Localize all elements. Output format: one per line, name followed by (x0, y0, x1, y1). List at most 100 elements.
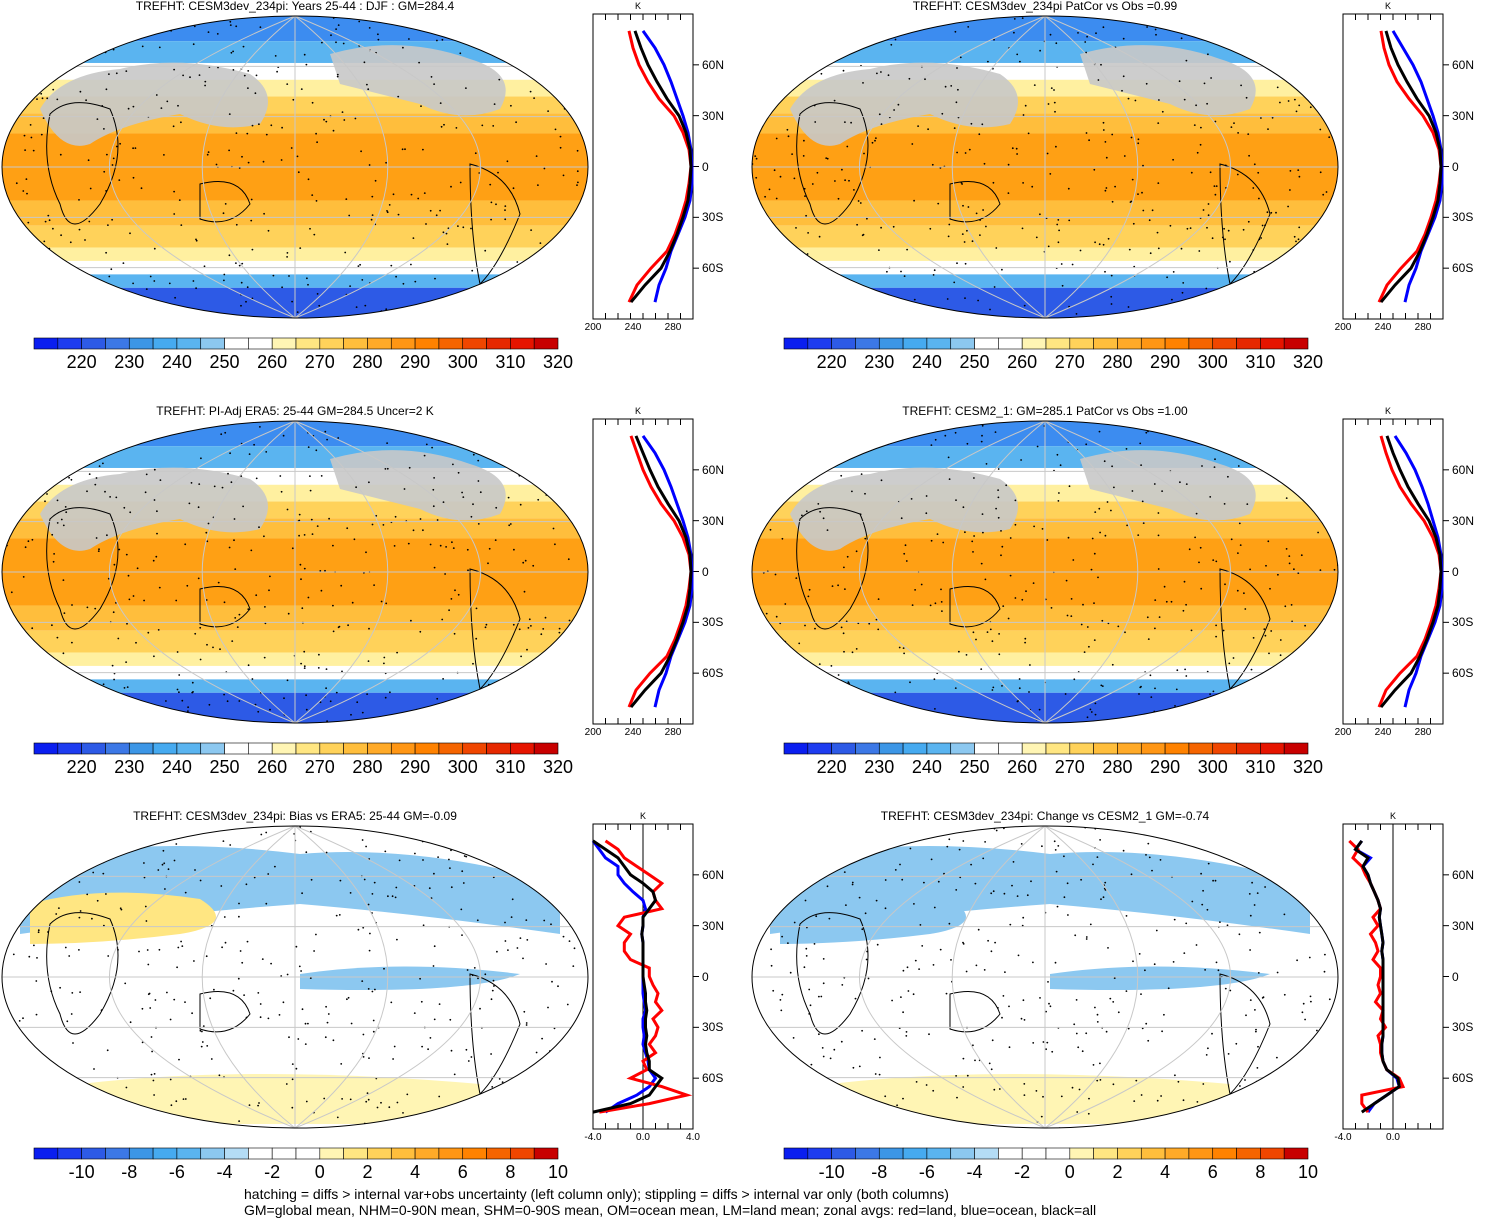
colorbar-label: 230 (864, 352, 895, 372)
map-border (751, 420, 1339, 724)
colorbar-label: 6 (457, 1162, 468, 1182)
coast-africa (796, 102, 869, 225)
colorbar-swatch (224, 742, 249, 755)
colorbar-swatch (438, 742, 464, 755)
colorbar-swatch (1164, 1147, 1190, 1160)
colorbar-label: 280 (352, 757, 383, 777)
colorbar-swatch (1093, 1147, 1118, 1160)
colorbar-swatch (902, 337, 928, 350)
colorbar-swatch (105, 1147, 130, 1160)
colorbar-label: 290 (1150, 757, 1181, 777)
zonal-mean-panel-2 (592, 418, 699, 725)
colorbar-swatch (1093, 742, 1118, 755)
land-north-america (330, 450, 506, 521)
colorbar-swatch (57, 337, 82, 350)
colorbar-1 (783, 337, 1309, 350)
graticule (2, 826, 588, 1128)
colorbar-label: -10 (68, 1162, 95, 1182)
graticule (2, 421, 588, 723)
colorbar-label: 220 (816, 757, 847, 777)
colorbar-swatch (950, 337, 975, 350)
coast-australia (199, 991, 251, 1033)
colorbar-swatch (1212, 1147, 1237, 1160)
lat-tick-label: 60N (1452, 867, 1475, 882)
colorbar-swatch (343, 742, 368, 755)
colorbar-swatch (1069, 742, 1094, 755)
colorbar-swatch (367, 742, 392, 755)
colorbar-swatch (295, 337, 321, 350)
colorbar-swatch (807, 742, 832, 755)
colorbar-swatch (533, 337, 559, 350)
colorbar-label: 230 (114, 757, 145, 777)
colorbar-label: 240 (911, 352, 942, 372)
coast-south-america (1219, 163, 1271, 286)
colorbar-swatch (1283, 1147, 1309, 1160)
colorbar-label: 290 (400, 352, 431, 372)
colorbar-label: 220 (66, 352, 97, 372)
anomaly-asia (30, 892, 216, 944)
colorbar-label: -6 (918, 1162, 935, 1182)
lat-tick-label: 60S (702, 666, 724, 681)
coast-australia (199, 181, 251, 223)
graticule (2, 16, 588, 318)
colorbar-swatch (57, 742, 82, 755)
colorbar-label: 310 (495, 757, 526, 777)
colorbar-label: 310 (1245, 352, 1276, 372)
colorbar-label: 0 (314, 1162, 325, 1182)
value-tick-label: 280 (1414, 322, 1432, 333)
colorbar-swatch (1140, 742, 1166, 755)
footnote-legend: GM=global mean, NHM=0-90N mean, SHM=0-90… (244, 1202, 1097, 1218)
colorbar-swatch (950, 742, 975, 755)
colorbar-label: -2 (264, 1162, 281, 1182)
colorbar-swatch (855, 742, 880, 755)
colorbar-swatch (176, 742, 202, 755)
coast-australia (949, 586, 1001, 628)
colorbar-swatch (224, 337, 249, 350)
panel-title-obs: TREFHT: PI-Adj ERA5: 25-44 GM=284.5 Unce… (156, 404, 434, 418)
colorbar-swatch (271, 1147, 297, 1160)
map-panel-2 (1, 420, 589, 724)
colorbar-swatch (1212, 337, 1237, 350)
coast-africa (796, 507, 869, 630)
colorbar-label: -4 (966, 1162, 983, 1182)
colorbar-swatch (105, 742, 130, 755)
colorbar-swatch (510, 337, 535, 350)
map-border (1, 15, 589, 319)
map-border (1, 825, 589, 1129)
colorbar-swatch (1164, 742, 1190, 755)
colorbar-label: 290 (400, 757, 431, 777)
lat-tick-label: 60S (702, 261, 724, 276)
colorbar-swatch (926, 337, 952, 350)
colorbar-label: 10 (547, 1162, 569, 1182)
map-panel-4 (1, 825, 589, 1129)
colorbar-label: 300 (1197, 352, 1228, 372)
value-tick-label: 200 (1334, 322, 1352, 333)
coast-africa (46, 912, 119, 1035)
coast-south-america (469, 568, 521, 691)
colorbar-label: 290 (1150, 352, 1181, 372)
colorbar-swatch (414, 742, 440, 755)
lat-tick-label: 0 (702, 564, 709, 579)
units-label: K (634, 406, 642, 416)
colorbar-swatch (831, 742, 856, 755)
colorbar-swatch (248, 1147, 273, 1160)
colorbar-5 (783, 1147, 1309, 1160)
colorbar-label: 240 (911, 757, 942, 777)
panel-title-bias: TREFHT: CESM3dev_234pi: Bias vs ERA5: 25… (133, 809, 457, 823)
colorbar-label: 260 (1007, 757, 1038, 777)
units-label: K (634, 1, 642, 11)
colorbar-swatch (248, 742, 273, 755)
colorbar-swatch (878, 337, 904, 350)
coast-south-america (469, 163, 521, 286)
map-border (751, 15, 1339, 319)
colorbar-swatch (486, 1147, 511, 1160)
coast-africa (46, 102, 119, 225)
lat-tick-label: 30S (1452, 1020, 1474, 1035)
land-north-america (330, 45, 506, 116)
value-tick-label: 280 (1414, 727, 1432, 738)
graticule (752, 826, 1338, 1128)
colorbar-swatch (200, 1147, 225, 1160)
colorbar-label: 260 (1007, 352, 1038, 372)
lat-tick-label: 60N (1452, 57, 1475, 72)
